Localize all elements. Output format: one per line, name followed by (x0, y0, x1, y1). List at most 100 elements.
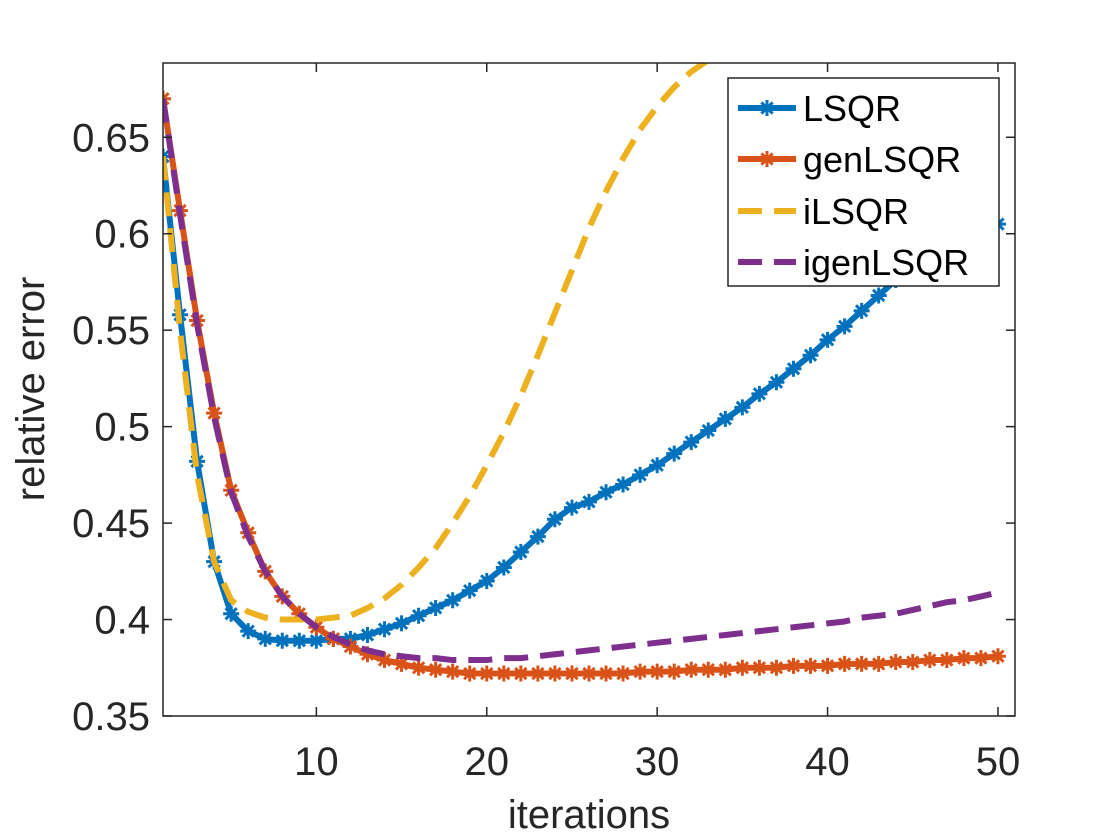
data-point-genlsqr (870, 655, 887, 672)
ticks-layer: 10 20 30 40 50 0.35 0.4 0.45 0.5 0.55 0.6 0.65 (72, 63, 1020, 784)
legend-label-ilsqr: iLSQR (803, 191, 909, 232)
legend-entry-igenlsqr: igenLSQR (738, 242, 969, 283)
series-line-ilsqr (163, 63, 710, 623)
data-point-lsqr (734, 399, 751, 416)
data-point-genlsqr (444, 663, 461, 680)
data-point-genlsqr (393, 655, 410, 672)
legend-marker-genlsqr (759, 151, 775, 167)
y-tick-label: 0.45 (72, 502, 150, 546)
data-point-genlsqr (700, 661, 717, 678)
data-point-lsqr (700, 422, 717, 439)
series-igenlsqr (163, 98, 999, 664)
series-line-igenlsqr (163, 98, 999, 664)
data-point-lsqr (393, 615, 410, 632)
data-point-genlsqr (376, 652, 393, 669)
data-point-lsqr (802, 347, 819, 364)
data-point-lsqr (410, 607, 427, 624)
data-point-lsqr (223, 605, 240, 622)
y-axis-label: relative error (9, 277, 53, 502)
data-point-lsqr (649, 457, 666, 474)
data-point-genlsqr (342, 638, 359, 655)
data-point-lsqr (598, 484, 615, 501)
data-point-lsqr (683, 434, 700, 451)
data-point-genlsqr (836, 655, 853, 672)
legend-entry-lsqr: LSQR (738, 88, 901, 129)
data-point-genlsqr (666, 663, 683, 680)
data-point-lsqr (819, 331, 836, 348)
y-tick-label: 0.4 (94, 599, 150, 643)
data-point-genlsqr (461, 665, 478, 682)
data-point-lsqr (495, 559, 512, 576)
data-point-genlsqr (989, 648, 1006, 665)
y-tick-label: 0.55 (72, 309, 150, 353)
data-point-genlsqr (785, 657, 802, 674)
data-point-lsqr (308, 632, 325, 649)
x-tick-label: 20 (465, 740, 510, 784)
x-axis-label: iterations (508, 793, 670, 837)
data-point-lsqr (529, 528, 546, 545)
data-point-lsqr (853, 302, 870, 319)
data-point-lsqr (376, 621, 393, 638)
data-point-lsqr (666, 445, 683, 462)
data-point-lsqr (240, 623, 257, 640)
legend-label-lsqr: LSQR (803, 88, 901, 129)
data-point-genlsqr (802, 657, 819, 674)
legend-label-genlsqr: genLSQR (803, 139, 961, 180)
x-tick-label: 30 (635, 740, 680, 784)
data-point-genlsqr (478, 665, 495, 682)
data-point-lsqr (291, 632, 308, 649)
data-point-genlsqr (427, 661, 444, 678)
data-point-genlsqr (768, 659, 785, 676)
data-point-genlsqr (904, 653, 921, 670)
data-point-lsqr (359, 626, 376, 643)
y-tick-label: 0.5 (94, 406, 150, 450)
data-point-lsqr (257, 630, 274, 647)
data-point-genlsqr (734, 659, 751, 676)
x-tick-label: 40 (805, 740, 850, 784)
data-point-genlsqr (972, 650, 989, 667)
data-point-lsqr (632, 466, 649, 483)
data-point-lsqr (717, 410, 734, 427)
y-tick-label: 0.65 (72, 116, 150, 160)
data-point-genlsqr (853, 655, 870, 672)
data-point-genlsqr (598, 665, 615, 682)
data-point-lsqr (461, 582, 478, 599)
data-point-genlsqr (581, 665, 597, 682)
y-tick-label: 0.35 (72, 695, 150, 739)
data-point-genlsqr (410, 659, 427, 676)
data-point-genlsqr (921, 652, 938, 669)
data-point-genlsqr (512, 665, 529, 682)
data-point-genlsqr (632, 663, 649, 680)
data-point-lsqr (274, 632, 291, 649)
legend: LSQR genLSQR iLSQR igenLSQR (727, 77, 1000, 287)
series-ilsqr (163, 63, 710, 623)
data-point-genlsqr (887, 653, 904, 670)
data-point-genlsqr (546, 665, 563, 682)
data-point-lsqr (563, 499, 580, 516)
data-point-genlsqr (529, 665, 546, 682)
data-point-lsqr (768, 374, 785, 391)
series-layer (163, 63, 1006, 682)
data-point-lsqr (478, 572, 495, 589)
axes-box (162, 62, 1016, 717)
data-point-genlsqr (683, 661, 700, 678)
data-point-lsqr (785, 360, 802, 377)
data-point-lsqr (870, 287, 887, 304)
data-point-genlsqr (955, 650, 972, 667)
data-point-genlsqr (751, 659, 768, 676)
data-point-lsqr (836, 318, 853, 335)
data-point-lsqr (444, 592, 461, 609)
data-point-genlsqr (495, 665, 512, 682)
data-point-lsqr (427, 599, 444, 616)
legend-marker-lsqr (759, 100, 775, 116)
legend-entry-genlsqr: genLSQR (738, 139, 961, 180)
data-point-genlsqr (615, 665, 632, 682)
data-point-genlsqr (649, 663, 666, 680)
data-point-genlsqr (717, 661, 734, 678)
data-point-lsqr (751, 385, 768, 402)
data-point-genlsqr (359, 646, 376, 663)
legend-label-igenlsqr: igenLSQR (803, 242, 969, 283)
x-tick-label: 10 (294, 740, 339, 784)
data-point-lsqr (546, 511, 563, 528)
